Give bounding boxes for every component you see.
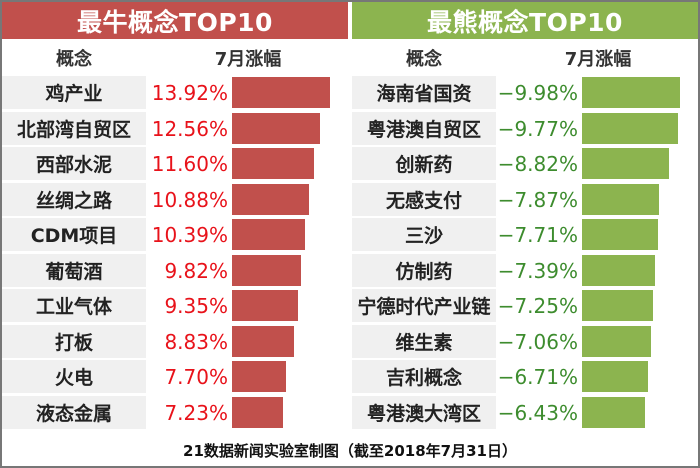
bull-value-label: 10.88% (151, 187, 228, 212)
bull-bar (232, 219, 305, 250)
bear-category-label: 宁德时代产业链 (357, 296, 491, 318)
bear-category-label: 吉利概念 (385, 367, 462, 389)
bull-value-label: 7.70% (164, 364, 228, 389)
row-name-bg (352, 76, 496, 109)
bear-category-label: 创新药 (395, 154, 453, 176)
bear-value-label: −7.87% (497, 187, 578, 212)
row-name-bg (2, 360, 146, 393)
bear-value-label: −9.98% (497, 80, 578, 105)
bull-value-label: 8.83% (164, 329, 228, 354)
bear-bar (582, 397, 645, 428)
bear-bar (582, 148, 669, 179)
bull-category-label: 工业气体 (35, 296, 112, 318)
bear-header-category: 概念 (406, 48, 442, 70)
bull-value-label: 11.60% (151, 151, 228, 176)
bull-value-label: 13.92% (151, 80, 228, 105)
bull-value-label: 12.56% (151, 116, 228, 141)
row-name-bg (2, 254, 146, 287)
row-name-bg (2, 289, 146, 322)
footer-credit: 21数据新闻实验室制图（截至2018年7月31日） (0, 433, 700, 468)
row-name-bg (2, 325, 146, 358)
bear-value-label: −7.25% (497, 293, 578, 318)
row-name-bg (352, 289, 496, 322)
bull-value-label: 9.35% (164, 293, 228, 318)
bear-category-label: 仿制药 (395, 261, 453, 283)
bear-value-label: −7.06% (497, 329, 578, 354)
bull-bar (232, 290, 298, 321)
bull-panel: 最牛概念TOP10 概念 7月涨幅 鸡产业 13.92% 北部湾自贸区 12.56% 西… (0, 0, 350, 433)
bull-category-label: 打板 (54, 332, 93, 354)
bull-bar (232, 397, 283, 428)
bear-value-label: −9.77% (497, 116, 578, 141)
bull-category-label: CDM项目 (30, 225, 118, 247)
bear-value-label: −6.71% (497, 364, 578, 389)
bull-bar (232, 77, 330, 108)
bear-category-label: 粤港澳大湾区 (366, 403, 481, 425)
bull-category-label: 鸡产业 (45, 83, 103, 105)
bear-title: 最熊概念TOP10 (352, 2, 698, 39)
bear-bar (582, 184, 659, 215)
bull-bar (232, 326, 294, 357)
row-name-bg (352, 183, 496, 216)
bear-category-label: 海南省国资 (376, 83, 472, 105)
row-name-bg (2, 76, 146, 109)
row-name-bg (352, 254, 496, 287)
bull-category-label: 葡萄酒 (45, 261, 103, 283)
bull-bar (232, 113, 320, 144)
bull-category-label: 火电 (54, 367, 93, 389)
bear-bar (582, 361, 648, 392)
bear-bar (582, 255, 655, 286)
bull-value-label: 10.39% (151, 222, 228, 247)
bull-header-category: 概念 (56, 48, 92, 70)
row-name-bg (352, 147, 496, 180)
bull-category-label: 北部湾自贸区 (16, 119, 131, 141)
bull-bar (232, 184, 309, 215)
bull-category-label: 液态金属 (35, 403, 112, 425)
bear-bar (582, 219, 658, 250)
bull-value-label: 9.82% (164, 258, 228, 283)
bear-category-label: 粤港澳自贸区 (366, 119, 481, 141)
bull-bar (232, 148, 314, 179)
row-name-bg (2, 218, 146, 251)
bull-category-label: 丝绸之路 (35, 190, 112, 212)
bear-value-label: −7.71% (497, 222, 578, 247)
bear-category-label: 三沙 (404, 225, 443, 247)
row-name-bg (2, 396, 146, 429)
bear-bar (582, 113, 678, 144)
bear-panel: 最熊概念TOP10 概念 7月涨幅 海南省国资 −9.98% 粤港澳自贸区 −9.77… (350, 0, 700, 433)
row-name-bg (352, 218, 496, 251)
bear-category-label: 无感支付 (385, 190, 462, 212)
row-name-bg (352, 360, 496, 393)
bear-value-label: −6.43% (497, 400, 578, 425)
row-name-bg (2, 147, 146, 180)
bear-header-value: 7月涨幅 (564, 48, 632, 70)
row-name-bg (2, 112, 146, 145)
bull-bar (232, 255, 301, 286)
row-name-bg (352, 396, 496, 429)
bear-bar (582, 77, 680, 108)
bull-category-label: 西部水泥 (35, 154, 112, 176)
row-name-bg (352, 112, 496, 145)
bull-title: 最牛概念TOP10 (2, 2, 348, 39)
bear-bar (582, 326, 651, 357)
bear-value-label: −8.82% (497, 151, 578, 176)
row-name-bg (352, 325, 496, 358)
bear-value-label: −7.39% (497, 258, 578, 283)
bull-header-value: 7月涨幅 (214, 48, 282, 70)
bull-bar (232, 361, 286, 392)
bear-category-label: 维生素 (395, 332, 453, 354)
bull-value-label: 7.23% (164, 400, 228, 425)
row-name-bg (2, 183, 146, 216)
bear-bar (582, 290, 653, 321)
